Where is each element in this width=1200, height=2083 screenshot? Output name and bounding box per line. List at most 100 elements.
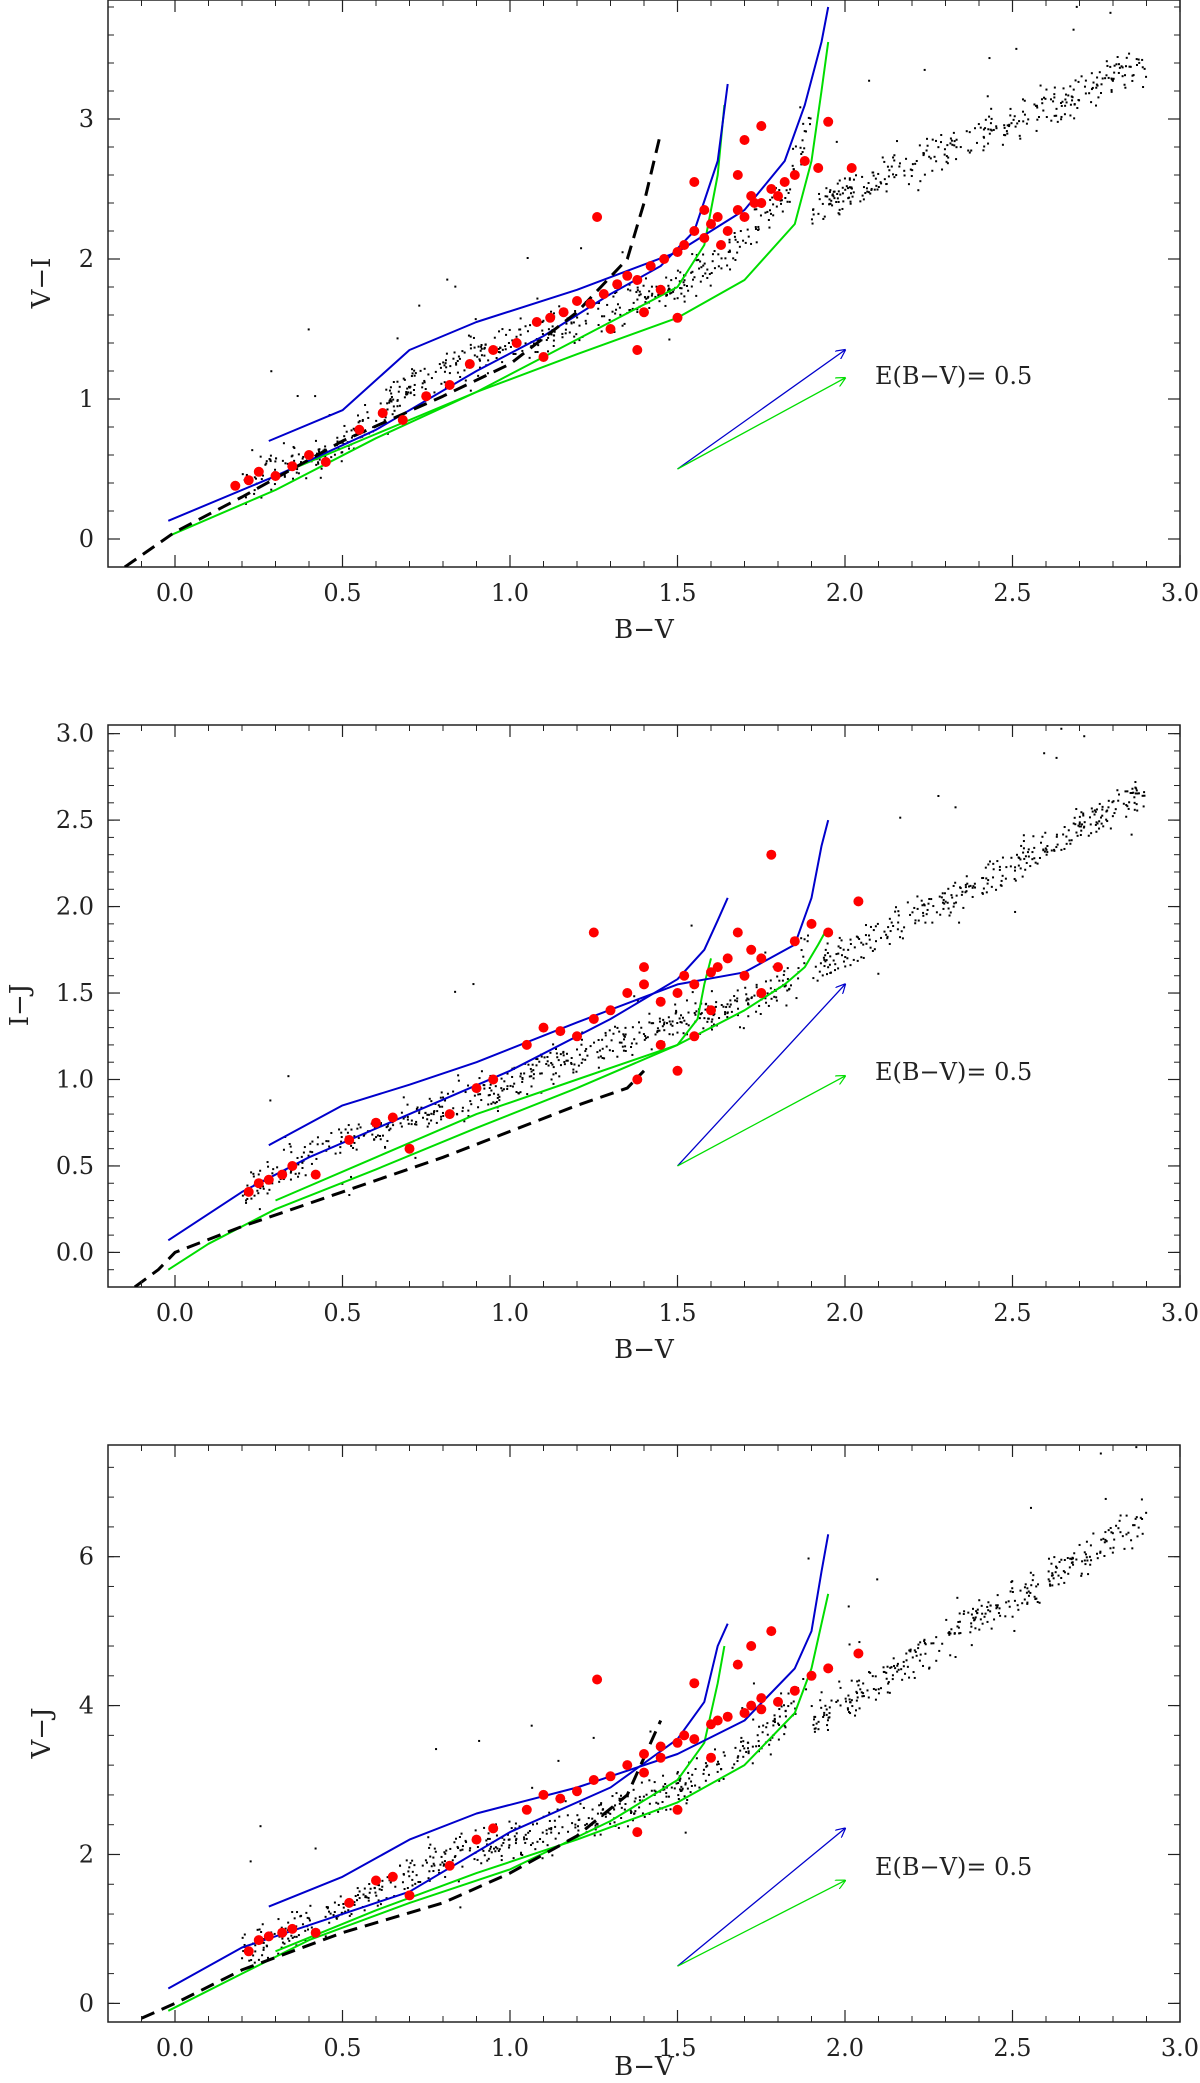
field-star — [1067, 1572, 1070, 1575]
field-star — [249, 1860, 252, 1863]
field-star — [1105, 818, 1108, 821]
field-star — [835, 200, 838, 203]
field-star — [958, 1620, 961, 1623]
field-star — [631, 1053, 634, 1056]
field-star — [1094, 823, 1097, 826]
field-star — [653, 1789, 656, 1792]
field-star — [1135, 63, 1138, 66]
field-star — [357, 1123, 360, 1126]
field-star — [955, 901, 958, 904]
field-star — [885, 933, 888, 936]
field-star — [1007, 1600, 1010, 1603]
field-star — [975, 141, 978, 144]
field-star — [701, 275, 704, 278]
member-star — [344, 1897, 355, 1908]
field-star — [926, 137, 929, 140]
field-star — [648, 306, 651, 309]
field-star — [618, 1030, 621, 1033]
field-star — [1133, 801, 1136, 804]
field-star — [694, 1784, 697, 1787]
x-tick-label: 2.0 — [826, 579, 864, 607]
field-star — [883, 178, 886, 181]
field-star — [959, 146, 962, 149]
field-star — [744, 986, 747, 989]
field-star — [1117, 63, 1120, 66]
field-star — [410, 1123, 413, 1126]
field-star — [1063, 1571, 1066, 1574]
field-star — [1109, 1547, 1112, 1550]
y-tick-label: 2.5 — [56, 806, 94, 834]
x-tick-label: 0.0 — [156, 2034, 194, 2062]
field-star — [842, 200, 845, 203]
field-star — [971, 886, 974, 889]
field-star — [550, 1061, 553, 1064]
field-star — [316, 1143, 319, 1146]
field-star — [950, 139, 953, 142]
member-star — [230, 480, 241, 491]
field-star — [668, 1020, 671, 1023]
field-star — [532, 1077, 535, 1080]
field-star — [683, 279, 686, 282]
field-star — [1106, 820, 1109, 823]
field-star — [838, 1680, 841, 1683]
field-star — [675, 1011, 678, 1014]
field-star — [656, 1031, 659, 1034]
field-star — [506, 1088, 509, 1091]
field-star — [789, 984, 792, 987]
field-star — [629, 289, 632, 292]
field-star — [631, 1819, 634, 1822]
field-star — [243, 1933, 246, 1936]
field-star — [1065, 842, 1068, 845]
field-star — [841, 186, 844, 189]
field-star — [578, 339, 581, 342]
field-star — [546, 1055, 549, 1058]
field-star — [473, 354, 476, 357]
field-star — [706, 1764, 709, 1767]
field-star — [915, 159, 918, 162]
field-star — [347, 1124, 350, 1127]
y-tick-label: 0 — [79, 525, 94, 553]
field-star — [974, 886, 977, 889]
field-star — [888, 917, 891, 920]
field-star — [334, 1152, 337, 1155]
field-star — [728, 1005, 731, 1008]
field-star — [715, 1001, 718, 1004]
member-star — [545, 312, 556, 323]
field-star — [803, 147, 806, 150]
field-star — [296, 395, 299, 398]
field-star — [263, 1937, 266, 1940]
field-star — [616, 1055, 619, 1058]
field-star — [1020, 844, 1023, 847]
field-star — [1060, 1576, 1063, 1579]
field-star — [1098, 820, 1101, 823]
field-star — [1084, 1553, 1087, 1556]
field-star — [974, 1616, 977, 1619]
field-star — [747, 1015, 750, 1018]
field-star — [862, 1695, 865, 1698]
field-star — [1011, 1587, 1014, 1590]
member-star — [377, 408, 388, 418]
member-star — [243, 1186, 254, 1197]
field-star — [430, 377, 433, 380]
x-tick-label: 2.5 — [993, 579, 1031, 607]
field-star — [494, 1102, 497, 1105]
field-star — [383, 419, 386, 422]
field-star — [824, 195, 827, 198]
field-star — [393, 409, 396, 412]
field-star — [500, 1859, 503, 1862]
field-star — [1024, 868, 1027, 871]
field-star — [874, 1675, 877, 1678]
field-star — [1076, 106, 1079, 109]
member-star — [813, 163, 824, 173]
field-star — [644, 296, 647, 299]
field-star — [455, 363, 458, 366]
field-star — [935, 1636, 938, 1639]
field-star — [1100, 1538, 1103, 1541]
field-star — [826, 942, 829, 945]
field-star — [706, 268, 709, 271]
field-star — [1019, 1589, 1022, 1592]
field-star — [777, 1738, 780, 1741]
field-star — [807, 1557, 810, 1560]
field-star — [353, 1135, 356, 1138]
field-star — [545, 1829, 548, 1832]
